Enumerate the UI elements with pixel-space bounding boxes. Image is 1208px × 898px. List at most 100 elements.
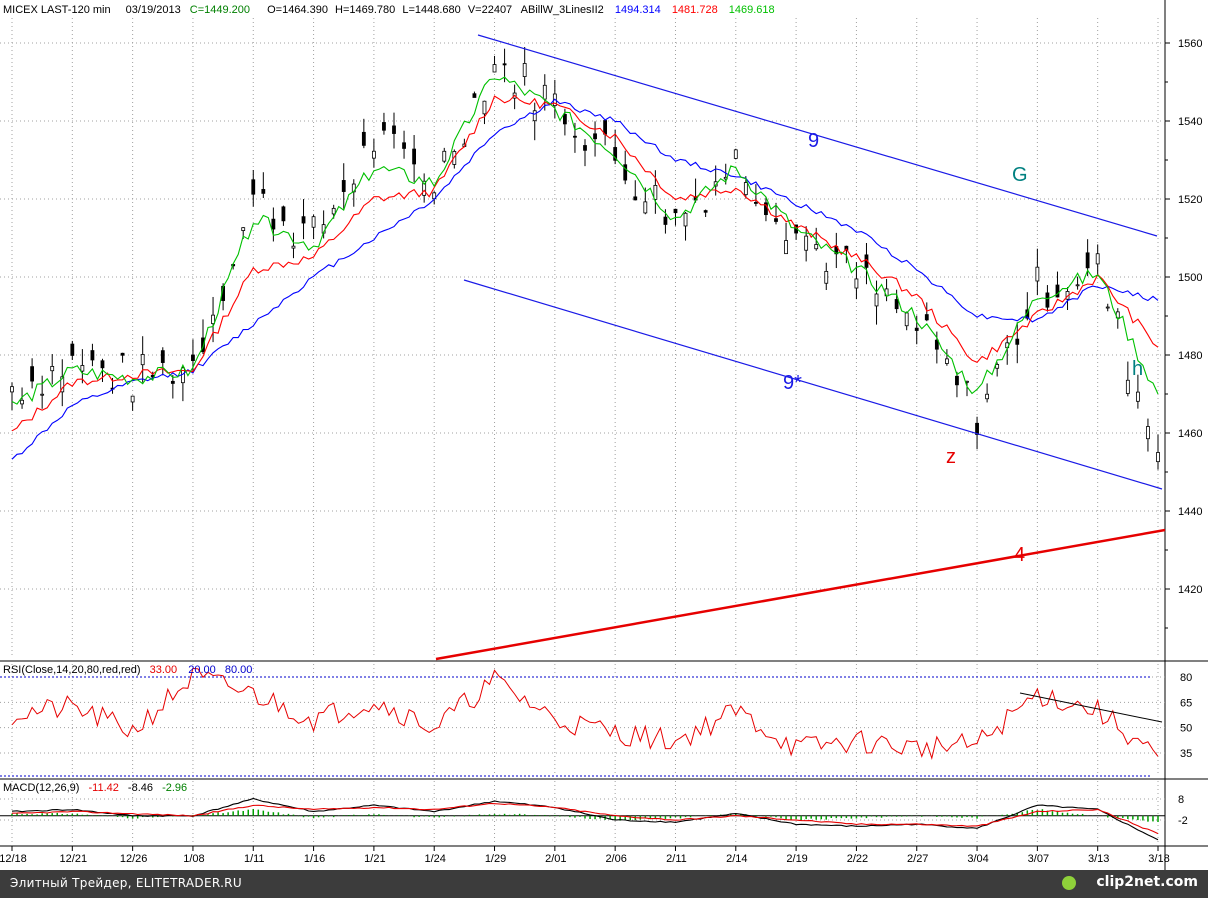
candle-body	[301, 216, 306, 224]
candle-body	[50, 366, 55, 372]
candle-body	[603, 120, 608, 135]
x-tick-label: 2/11	[666, 853, 687, 865]
candle-body	[703, 210, 708, 213]
candle-body	[1025, 309, 1030, 319]
chart-background	[0, 0, 1208, 870]
candle-body	[241, 227, 246, 231]
candle-body	[422, 180, 427, 196]
x-tick-label: 1/24	[424, 853, 445, 865]
rsi-line	[11, 667, 1159, 761]
macd-y-tick-label: -2	[1178, 815, 1188, 827]
candle-body	[774, 218, 778, 222]
candle-body	[673, 208, 678, 214]
candle-body	[874, 293, 879, 307]
candle-body	[100, 360, 105, 369]
candle-body	[1146, 426, 1150, 440]
price-y-tick-label: 1440	[1178, 506, 1202, 518]
rsi-upper: 80.00	[225, 664, 253, 676]
candle-body	[1095, 253, 1100, 265]
clip2net-logo-icon	[1062, 876, 1076, 890]
label-4: 4	[1014, 544, 1025, 566]
candle-body	[191, 354, 195, 361]
macd-line	[11, 797, 1159, 841]
rsi-legend: RSI(Close,14,20,80,red,red) 33.00 20.00 …	[3, 664, 252, 676]
candle-body	[271, 218, 276, 230]
x-tick-label: 1/11	[244, 853, 265, 865]
price-y-tick-label: 1460	[1178, 428, 1202, 440]
footer-clip2net-link[interactable]: clip2net.com	[1096, 874, 1198, 890]
label-h: h	[1132, 358, 1143, 380]
candle-body	[412, 148, 417, 165]
rsi-y-tick-label: 65	[1180, 697, 1192, 709]
candle-body	[613, 147, 618, 161]
candle-body	[20, 399, 24, 405]
candle-body	[1035, 266, 1040, 282]
header-line2-value: 1481.728	[672, 4, 718, 16]
candle-body	[452, 151, 457, 165]
x-tick-label: 2/14	[726, 853, 747, 865]
candle-body	[40, 393, 45, 396]
x-tick-label: 3/13	[1088, 853, 1109, 865]
rsi-y-tick-label: 35	[1180, 748, 1192, 760]
candle-body	[824, 270, 829, 284]
candle-body	[70, 343, 75, 356]
rsi-value: 33.00	[150, 664, 178, 676]
x-tick-label: 2/06	[605, 853, 626, 865]
header-line3-value: 1469.618	[729, 4, 775, 16]
candle-body	[1055, 284, 1060, 298]
indicator-line-1	[11, 98, 1159, 460]
x-tick-label: 3/04	[967, 853, 988, 865]
label-G: G	[1012, 164, 1028, 186]
candle-body	[1125, 379, 1130, 394]
x-axis: 12/18 12/21 12/26 1/08 1/11 1/16 1/21 1/24 1/29 2…	[0, 846, 1170, 865]
rsi-lower: 20.00	[188, 664, 216, 676]
candle-body	[361, 131, 366, 146]
candle-body	[30, 366, 35, 382]
header-open: O=1464.390	[267, 4, 328, 16]
label-z: z	[946, 446, 956, 468]
candle-body	[924, 314, 929, 321]
header-line: MICEX LAST-120 min 03/19/2013 C=1449.200…	[3, 4, 775, 16]
candle-body	[894, 299, 899, 310]
candle-body	[10, 386, 14, 393]
candle-body	[442, 150, 447, 162]
candle-body	[854, 278, 859, 289]
candle-body	[392, 125, 396, 134]
rsi-divergence-line	[1019, 692, 1163, 723]
candle-body	[130, 395, 135, 403]
x-tick-label: 1/29	[485, 853, 506, 865]
candle-body	[573, 135, 577, 138]
candle-body	[120, 352, 125, 356]
indicator-line-3	[11, 76, 1159, 405]
macd-signal-value: -8.46	[128, 782, 153, 794]
candle-body	[914, 327, 919, 331]
candle-body	[985, 393, 990, 400]
candle-body	[955, 375, 959, 386]
candle-body	[502, 63, 507, 66]
candle-body	[522, 63, 527, 77]
candle-body	[643, 201, 648, 214]
header-close: C=1449.200	[190, 4, 250, 16]
candle-body	[633, 196, 638, 201]
indicator-line-2	[11, 94, 1159, 432]
header-low: L=1448.680	[402, 4, 460, 16]
macd-legend: MACD(12,26,9) -11.42 -8.46 -2.96	[3, 782, 187, 794]
candle-body	[170, 380, 175, 384]
macd-value: -11.42	[88, 782, 118, 794]
candle-body	[753, 202, 758, 204]
footer-site-name: Элитный Трейдер, ELITETRADER.RU	[10, 876, 242, 890]
grid-group	[0, 18, 1165, 844]
candle-body	[371, 150, 376, 159]
candle-body	[1045, 292, 1050, 308]
candle-body	[733, 149, 738, 159]
candle-body	[934, 339, 939, 350]
x-tick-label: 12/26	[120, 853, 148, 865]
candle-body	[532, 110, 537, 122]
candle-body	[1015, 338, 1020, 345]
candle-body	[995, 364, 1000, 369]
price-y-tick-label: 1480	[1178, 350, 1202, 362]
rsi-y-tick-label: 80	[1180, 672, 1192, 684]
candles-group	[10, 47, 1160, 470]
